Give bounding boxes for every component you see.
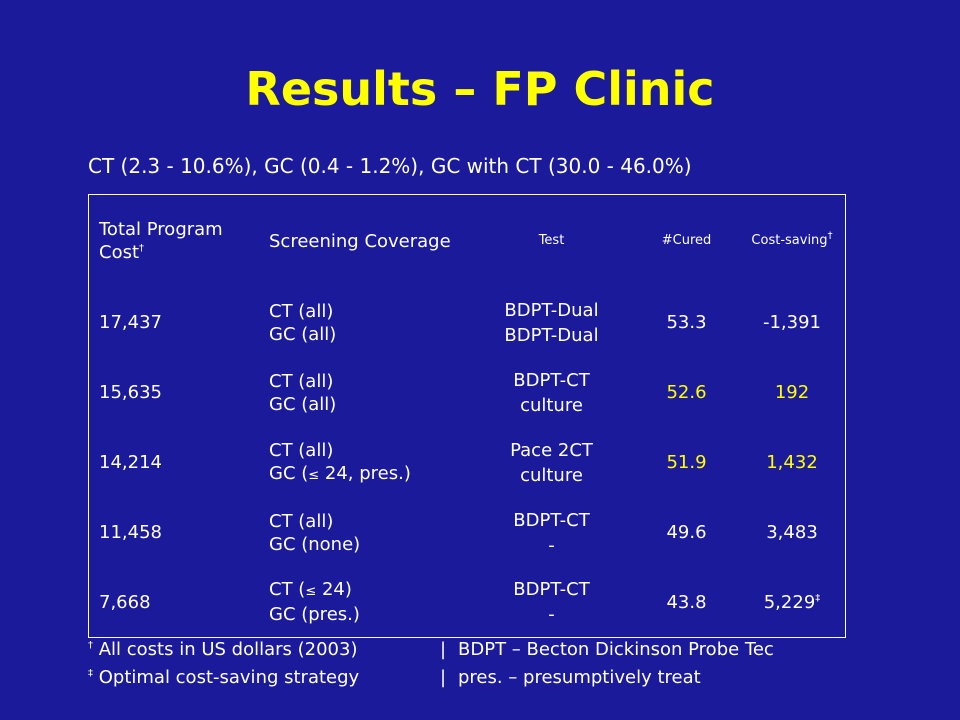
coverage-cell: CT (all) GC (≤ 24, pres.) <box>269 439 411 484</box>
table-row: 7,668 CT (≤ 24) GC (pres.) BDPT-CT - 43.8 … <box>89 568 846 638</box>
cured-cell: 52.6 <box>666 382 707 403</box>
cost-saving-cell: 5,229‡ <box>763 591 821 613</box>
header-test: Test <box>538 233 565 249</box>
test-cell: BDPT-CT culture <box>513 369 590 416</box>
footnote-row: ‡ Optimal cost-saving strategy | pres. –… <box>88 667 701 688</box>
cost-saving-cell: 1,432 <box>766 452 818 473</box>
coverage-cell: CT (all) GC (none) <box>269 510 361 555</box>
double-dagger-mark: ‡ <box>815 592 821 604</box>
cured-cell: 51.9 <box>666 452 707 473</box>
total-cost-cell: 14,214 <box>99 452 162 473</box>
cost-saving-cell: 192 <box>774 382 810 403</box>
coverage-cell: CT (all) GC (all) <box>269 300 337 345</box>
cost-saving-cell: -1,391 <box>762 312 822 333</box>
test-cell: BDPT-Dual BDPT-Dual <box>504 299 599 346</box>
table-row: 14,214 CT (all) GC (≤ 24, pres.) Pace 2CT… <box>89 428 846 498</box>
cost-saving-cell: 3,483 <box>766 522 818 543</box>
cured-cell: 53.3 <box>666 312 707 333</box>
total-cost-cell: 17,437 <box>99 312 162 333</box>
cured-cell: 43.8 <box>666 591 707 613</box>
coverage-cell: CT (all) GC (all) <box>269 370 337 415</box>
test-cell: Pace 2CT culture <box>510 439 593 486</box>
slide-title: Results – FP Clinic <box>245 62 715 116</box>
table-row: 15,635 CT (all) GC (all) BDPT-CT culture 5… <box>89 358 846 428</box>
footnotes: † All costs in US dollars (2003) | BDPT … <box>88 636 774 692</box>
total-cost-cell: 11,458 <box>99 522 162 543</box>
header-screening-coverage: Screening Coverage <box>269 230 451 252</box>
cured-cell: 49.6 <box>666 522 707 543</box>
total-cost-cell: 15,635 <box>99 382 162 403</box>
results-table: Total Program Cost† Screening Coverage T… <box>88 194 846 638</box>
header-cost-saving: Cost-saving† <box>751 230 833 249</box>
footnote-row: † All costs in US dollars (2003) | BDPT … <box>88 639 774 660</box>
header-row: Total Program Cost† Screening Coverage T… <box>89 195 846 288</box>
table-row: 11,458 CT (all) GC (none) BDPT-CT - 49.6 3… <box>89 498 846 568</box>
total-cost-cell: 7,668 <box>99 591 151 613</box>
header-total-program-cost: Total Program Cost† <box>99 219 223 264</box>
test-cell: BDPT-CT - <box>513 509 590 556</box>
header-cured: #Cured <box>661 233 712 249</box>
coverage-cell: CT (≤ 24) GC (pres.) <box>269 579 360 626</box>
test-cell: BDPT-CT - <box>513 579 590 626</box>
table-row: 17,437 CT (all) GC (all) BDPT-Dual BDPT-Du… <box>89 288 846 358</box>
prevalence-subtitle: CT (2.3 - 10.6%), GC (0.4 - 1.2%), GC wi… <box>88 154 692 178</box>
